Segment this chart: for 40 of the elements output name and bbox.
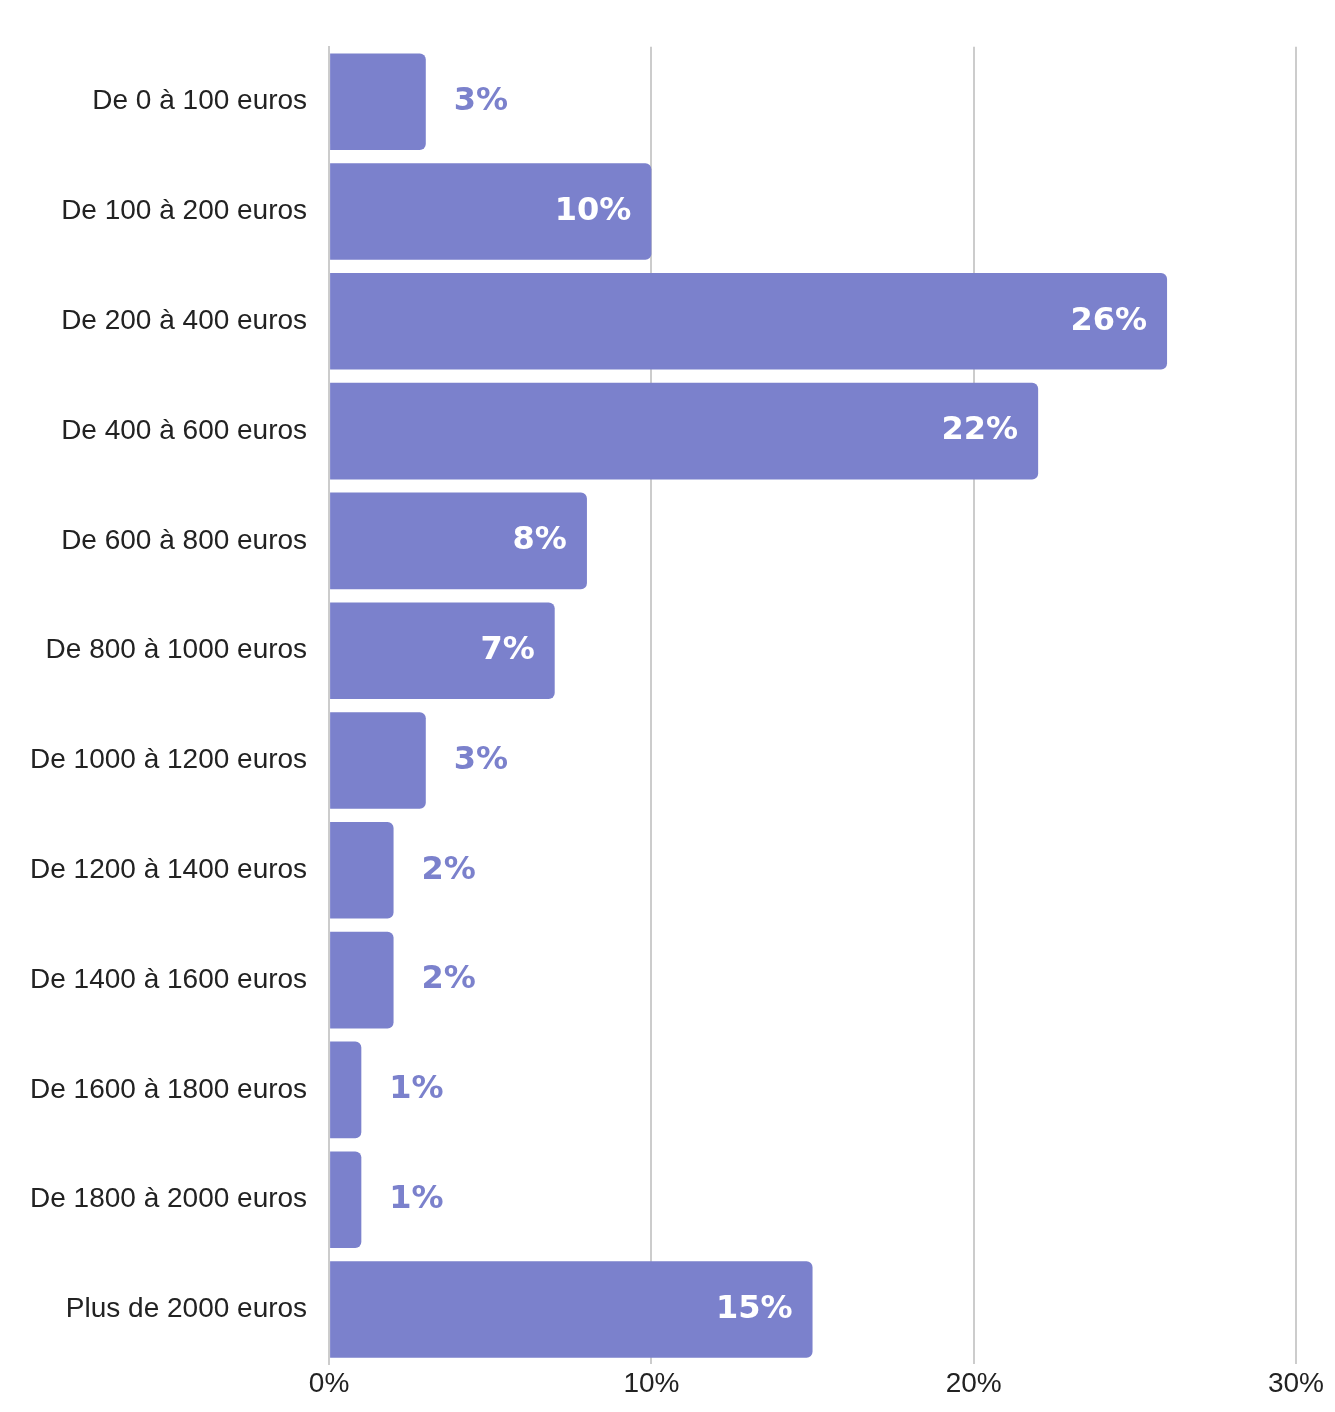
y-tick-label: De 100 à 200 euros — [61, 194, 308, 226]
bar — [330, 272, 1168, 370]
data-label: 7% — [480, 629, 535, 668]
data-label: 8% — [512, 519, 567, 558]
y-tick-label: De 1000 à 1200 euros — [29, 743, 308, 775]
data-label: 3% — [453, 738, 509, 777]
bar — [330, 821, 394, 919]
data-label: 10% — [554, 189, 632, 228]
y-tick-label: De 400 à 600 euros — [61, 413, 308, 445]
data-label: 1% — [389, 1178, 444, 1217]
y-tick-label: De 1400 à 1600 euros — [29, 962, 308, 994]
x-tick-label: 0% — [308, 1366, 350, 1398]
bar — [330, 382, 1039, 480]
bar — [330, 163, 652, 260]
data-label: 2% — [421, 848, 476, 887]
y-tick-label: De 1800 à 2000 euros — [29, 1182, 308, 1214]
data-label: 1% — [389, 1068, 444, 1107]
y-tick-label: De 1200 à 1400 euros — [29, 853, 308, 885]
x-tick-label: 30% — [1267, 1366, 1324, 1398]
y-tick-label: De 0 à 100 euros — [92, 84, 308, 116]
data-label: 22% — [941, 409, 1019, 448]
bar — [330, 712, 426, 809]
bar — [330, 1151, 362, 1249]
data-label: 15% — [715, 1287, 793, 1326]
x-tick-label: 20% — [945, 1366, 1002, 1398]
x-tick-label: 10% — [623, 1366, 680, 1398]
bar — [330, 602, 555, 700]
data-label: 3% — [453, 80, 509, 119]
data-label: 26% — [1070, 299, 1148, 338]
bar — [330, 1041, 362, 1139]
y-tick-label: De 600 à 800 euros — [61, 523, 308, 555]
y-tick-label: De 1600 à 1800 euros — [29, 1072, 308, 1104]
bar — [330, 1261, 813, 1358]
data-label: 2% — [421, 958, 476, 997]
y-tick-label: Plus de 2000 euros — [65, 1292, 308, 1324]
y-tick-label: De 800 à 1000 euros — [45, 633, 308, 665]
y-tick-label: De 200 à 400 euros — [61, 304, 308, 336]
bar — [330, 492, 587, 590]
bar — [330, 931, 394, 1029]
bar — [330, 53, 426, 151]
